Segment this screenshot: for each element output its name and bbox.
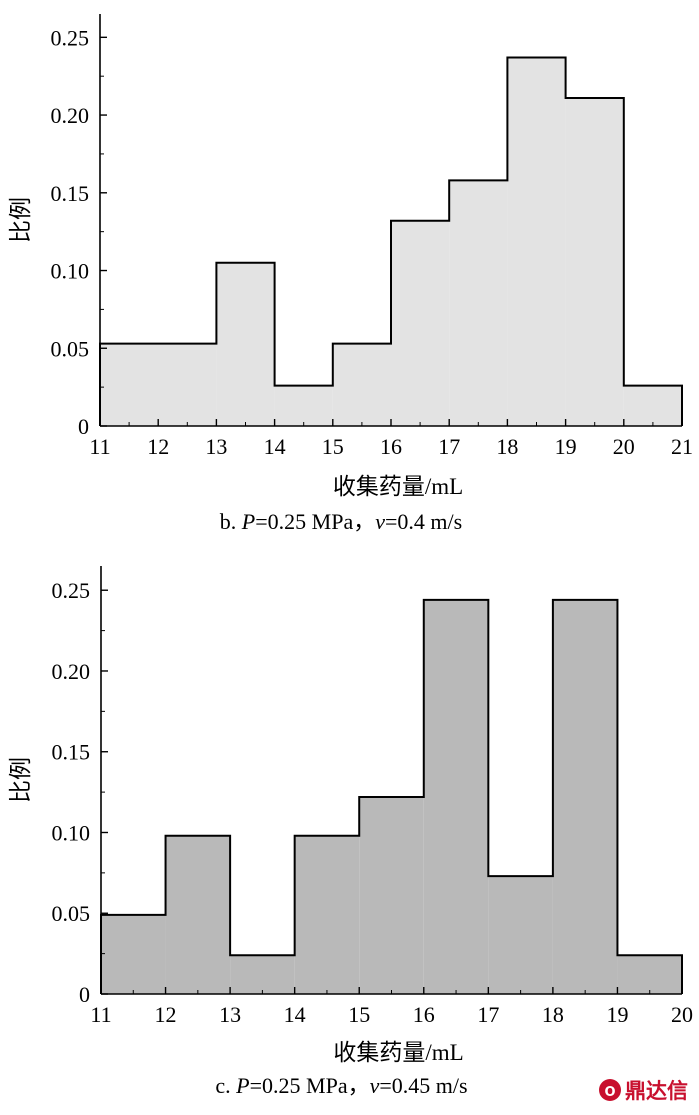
x-axis-label: 收集药量/mL xyxy=(333,474,463,499)
x-tick-label-10: 21 xyxy=(671,434,693,459)
bar-8 xyxy=(617,955,682,994)
x-tick-label-7: 18 xyxy=(542,1002,564,1027)
bar-2 xyxy=(274,385,333,426)
bar-6 xyxy=(488,876,553,994)
x-tick-label-7: 18 xyxy=(496,434,518,459)
bar-5 xyxy=(449,180,508,426)
bar-1 xyxy=(216,262,275,426)
bar-outline xyxy=(100,598,683,994)
figure-caption: c. P=0.25 MPa，v=0.45 m/s xyxy=(215,1073,467,1098)
watermark-logo-glyph: O xyxy=(604,1085,615,1100)
x-tick-label-0: 11 xyxy=(89,434,110,459)
x-tick-label-8: 19 xyxy=(606,1002,628,1027)
bar-3 xyxy=(294,835,360,994)
bar-6 xyxy=(507,57,566,426)
y-tick-label-1: 0.05 xyxy=(51,336,90,361)
x-tick-label-5: 16 xyxy=(413,1002,435,1027)
watermark-logo-icon xyxy=(599,1079,621,1101)
x-tick-label-6: 17 xyxy=(438,434,460,459)
x-tick-label-3: 14 xyxy=(284,1002,306,1027)
y-tick-label-2: 0.10 xyxy=(52,820,91,845)
x-tick-label-9: 20 xyxy=(613,434,635,459)
x-tick-label-1: 12 xyxy=(147,434,169,459)
bar-5 xyxy=(423,599,489,994)
x-tick-label-4: 15 xyxy=(348,1002,370,1027)
histogram-b: 11 12 13 14 15 16 17 18 19 20 21 0 0.05 0.10 0.15 0.20 0… xyxy=(8,14,693,534)
x-tick-label-5: 16 xyxy=(380,434,402,459)
x-tick-label-3: 14 xyxy=(264,434,286,459)
bar-2 xyxy=(230,955,295,994)
watermark-text: 鼎达信 xyxy=(625,1079,688,1103)
y-tick-label-4: 0.20 xyxy=(52,659,91,684)
bar-4 xyxy=(359,796,424,994)
x-tick-label-2: 13 xyxy=(219,1002,241,1027)
y-tick-label-0: 0 xyxy=(79,982,90,1007)
figure-caption: b. P=0.25 MPa，v=0.4 m/s xyxy=(220,509,462,534)
y-tick-label-3: 0.15 xyxy=(51,181,90,206)
y-tick-label-0: 0 xyxy=(78,414,89,439)
watermark: O 鼎达信 xyxy=(599,1079,688,1103)
y-axis-label: 比例 xyxy=(8,757,33,803)
y-tick-label-3: 0.15 xyxy=(52,740,91,765)
x-tick-label-8: 19 xyxy=(555,434,577,459)
bar-7 xyxy=(565,97,624,427)
bar-3 xyxy=(332,343,391,426)
x-tick-label-6: 17 xyxy=(477,1002,499,1027)
x-axis-label: 收集药量/mL xyxy=(333,1040,463,1065)
x-tick-label-9: 20 xyxy=(671,1002,693,1027)
y-tick-label-1: 0.05 xyxy=(52,901,91,926)
x-tick-label-0: 11 xyxy=(90,1002,111,1027)
bar-1 xyxy=(165,835,231,994)
histogram-c: 11 12 13 14 15 16 17 18 19 20 0 0.05 0.10 0.15 0.20 0.2… xyxy=(8,566,693,1098)
x-tick-label-2: 13 xyxy=(205,434,227,459)
y-tick-label-4: 0.20 xyxy=(51,103,90,128)
y-tick-label-2: 0.10 xyxy=(51,259,90,284)
bar-7 xyxy=(552,599,618,994)
bar-outline xyxy=(99,56,683,426)
bar-8 xyxy=(623,385,682,426)
x-tick-label-1: 12 xyxy=(155,1002,177,1027)
y-tick-label-5: 0.25 xyxy=(52,578,91,603)
y-axis-label: 比例 xyxy=(8,197,33,243)
y-tick-label-5: 0.25 xyxy=(51,25,90,50)
x-tick-label-4: 15 xyxy=(322,434,344,459)
bar-4 xyxy=(391,220,450,426)
bar-0 xyxy=(101,914,166,994)
bar-0 xyxy=(100,343,217,426)
